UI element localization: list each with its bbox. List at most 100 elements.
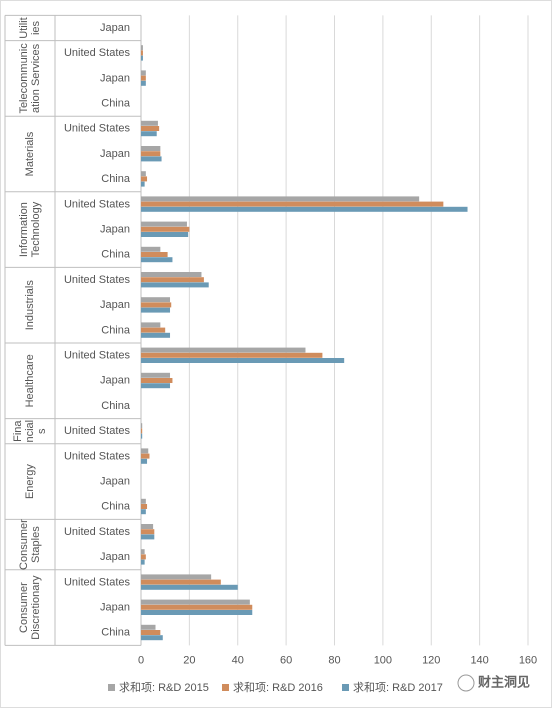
bar	[141, 635, 163, 641]
group-label: Fina	[12, 420, 24, 442]
bar	[141, 246, 161, 252]
bar	[141, 226, 190, 232]
bar	[141, 277, 204, 283]
group-label: s	[36, 428, 48, 434]
bar	[141, 423, 143, 429]
legend-label: 求和项: R&D 2017	[353, 681, 443, 694]
y-tick-label: United States	[64, 526, 131, 538]
bar	[141, 206, 468, 212]
bar	[141, 120, 158, 126]
bar	[141, 131, 157, 137]
y-tick-label: Japan	[100, 375, 130, 387]
y-tick-label: United States	[64, 576, 131, 588]
y-tick-label: Japan	[100, 148, 130, 160]
bar	[141, 307, 171, 313]
bar	[141, 624, 156, 630]
bar	[141, 509, 146, 515]
y-tick-label: United States	[64, 198, 131, 210]
bar	[141, 50, 143, 56]
bar	[141, 534, 155, 540]
group-label: Utilit	[18, 17, 30, 38]
legend-label: 求和项: R&D 2015	[119, 681, 209, 694]
bar	[141, 599, 250, 605]
x-tick-label: 160	[519, 654, 537, 666]
y-tick-label: China	[101, 173, 131, 185]
group-label: Discretionary	[30, 575, 42, 640]
watermark: 财主洞见	[478, 674, 530, 689]
x-tick-label: 40	[232, 654, 244, 666]
watermark-icon	[457, 674, 475, 692]
group-label: Telecommunic	[18, 43, 30, 114]
legend-marker	[222, 684, 229, 691]
group-label: Technology	[30, 201, 42, 257]
bar	[141, 372, 171, 378]
y-tick-label: United States	[64, 274, 131, 286]
x-tick-label: 120	[422, 654, 440, 666]
group-label: ies	[30, 20, 42, 35]
bar	[141, 221, 187, 227]
bar	[141, 383, 171, 389]
bar	[141, 524, 154, 529]
bar	[141, 579, 221, 585]
bar	[141, 196, 420, 202]
bar	[141, 75, 146, 81]
x-tick-label: 60	[280, 654, 292, 666]
bar	[141, 504, 148, 509]
bar	[141, 453, 150, 459]
bar	[141, 257, 173, 263]
bar	[141, 252, 168, 257]
bar	[141, 554, 146, 560]
y-tick-label: Japan	[100, 551, 130, 563]
bar	[141, 347, 306, 353]
bar	[141, 171, 146, 177]
bar	[141, 302, 172, 308]
y-tick-label: China	[101, 249, 131, 261]
bar	[141, 448, 149, 454]
y-tick-label: China	[101, 400, 131, 412]
bar	[141, 181, 145, 187]
group-label: Information	[18, 202, 30, 257]
y-tick-label: Japan	[100, 72, 130, 84]
bar	[141, 297, 171, 303]
bar	[141, 126, 160, 131]
legend-label: 求和项: R&D 2016	[233, 681, 323, 694]
bar	[141, 232, 189, 237]
bar	[141, 559, 145, 565]
y-tick-label: United States	[64, 450, 131, 462]
bar	[141, 272, 202, 277]
y-tick-label: Japan	[100, 476, 130, 488]
group-label: Staples	[30, 526, 42, 563]
bar	[141, 327, 166, 333]
bar	[141, 176, 148, 182]
y-tick-label: United States	[64, 47, 131, 59]
group-label: ncial	[24, 420, 36, 443]
bar	[141, 428, 143, 434]
group-label: Consumer	[18, 582, 30, 633]
group-label: ation Services	[30, 43, 42, 113]
group-label: Healthcare	[24, 354, 36, 407]
group-label: Energy	[24, 464, 36, 499]
bar	[141, 549, 145, 555]
bar	[141, 458, 148, 464]
bar	[141, 201, 444, 207]
bar	[141, 151, 161, 157]
y-tick-label: Japan	[100, 602, 130, 614]
bar	[141, 45, 143, 51]
x-tick-label: 0	[138, 654, 144, 666]
bar	[141, 322, 161, 328]
y-tick-label: United States	[64, 123, 131, 135]
y-tick-label: China	[101, 501, 131, 513]
y-tick-label: Japan	[100, 22, 130, 34]
y-tick-label: United States	[64, 425, 131, 437]
bar	[141, 574, 212, 580]
x-tick-label: 80	[328, 654, 340, 666]
bar	[141, 70, 146, 76]
bar	[141, 282, 209, 288]
bar	[141, 80, 146, 86]
x-tick-label: 100	[374, 654, 392, 666]
y-tick-label: China	[101, 324, 131, 336]
bar	[141, 529, 155, 535]
bar	[141, 630, 161, 635]
bar	[141, 610, 253, 615]
